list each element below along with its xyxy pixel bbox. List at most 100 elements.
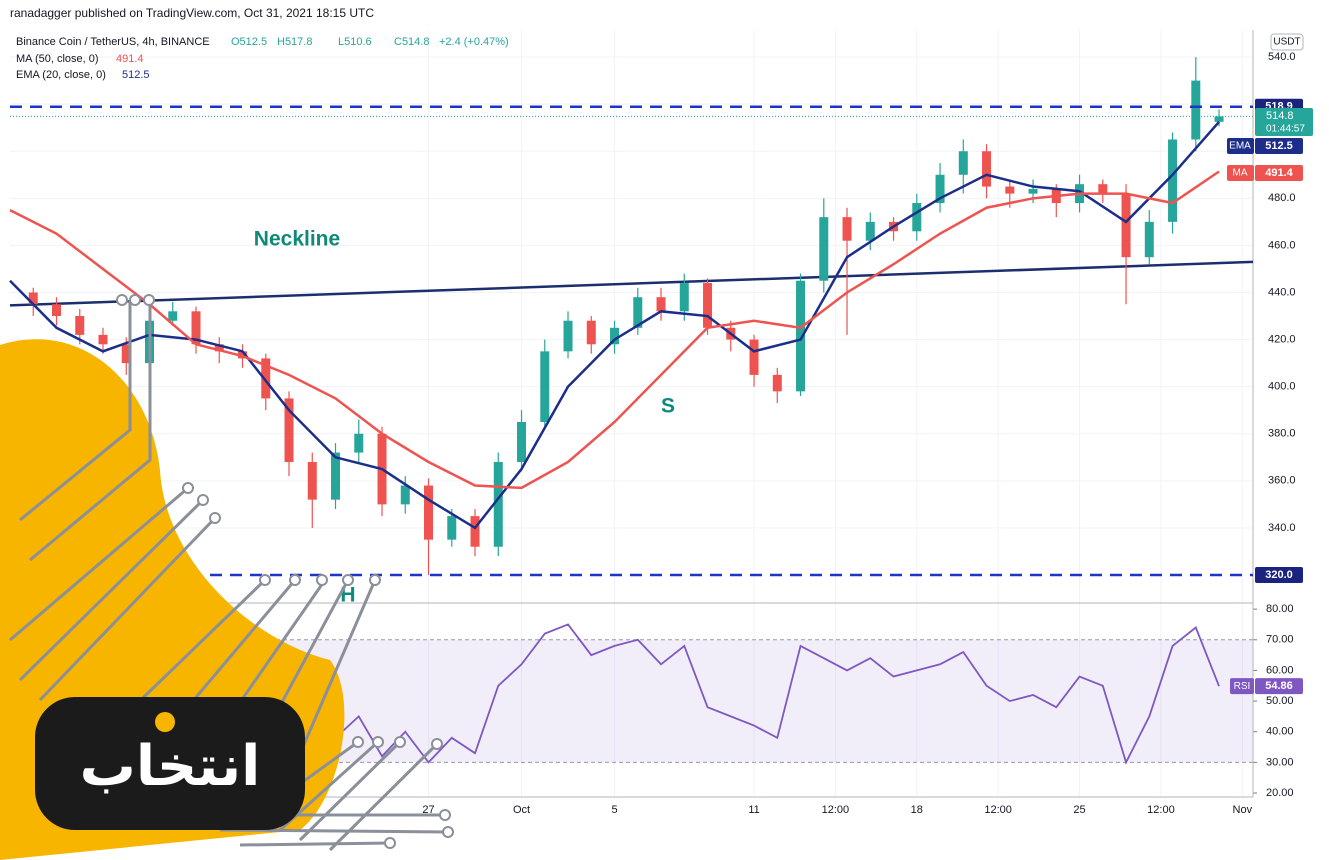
x-tick-label: Oct [513, 804, 530, 816]
candle-body [1144, 221, 1154, 258]
x-tick-label: 25 [1073, 804, 1085, 816]
y-tick-label: 360.0 [1268, 475, 1296, 487]
rsi-tick-label: 20.00 [1266, 787, 1294, 799]
candle-body [261, 358, 271, 399]
candle-body [1005, 186, 1015, 194]
rsi-tick-label: 60.00 [1266, 664, 1294, 676]
indicator-value: 491.4 [1265, 167, 1293, 179]
candle-body [98, 334, 108, 345]
candle-body [819, 217, 829, 281]
candle-body [703, 283, 713, 328]
candle-body [982, 151, 992, 187]
legend-title: Binance Coin / TetherUS, 4h, BINANCE [16, 36, 210, 48]
candle-body [354, 433, 364, 453]
candle-body [656, 297, 666, 312]
indicator-tag [1227, 165, 1254, 181]
legend-name: EMA (20, close, 0) [16, 69, 106, 81]
candle-body [493, 461, 503, 547]
rsi-value: 54.86 [1265, 680, 1293, 692]
neckline-label: Neckline [254, 228, 340, 251]
last-price-label: 514.8 [1266, 110, 1294, 122]
x-tick-label: 12:00 [822, 804, 850, 816]
level-tag [1255, 566, 1303, 583]
rsi-value-tag [1255, 678, 1303, 695]
candle-body [1098, 184, 1108, 194]
indicator-tag-label: MA [1233, 168, 1248, 179]
candle-body [540, 351, 550, 422]
y-tick-label: 460.0 [1268, 239, 1296, 251]
candle-body [1214, 116, 1224, 122]
legend-ohlc: H517.8 [277, 36, 312, 48]
candle-body [447, 516, 457, 540]
candle-body [842, 217, 852, 241]
x-tick-label: 27 [422, 804, 434, 816]
candle-body [1191, 80, 1201, 140]
legend-ohlc: L510.6 [338, 36, 372, 48]
y-tick-label: 340.0 [1268, 522, 1296, 534]
x-tick-label: Nov [1233, 804, 1253, 816]
x-tick-label: 12:00 [1147, 804, 1175, 816]
candle-body [331, 452, 341, 500]
candle-body [214, 344, 224, 352]
level-label: 320.0 [1265, 569, 1293, 581]
candle-body [28, 292, 38, 305]
candle-body [517, 421, 527, 462]
logo-nodes [116, 294, 454, 849]
candle-body [168, 311, 178, 321]
legend-ohlc: +2.4 (+0.47%) [439, 36, 509, 48]
candle-body [772, 374, 782, 392]
legend-ohlc: O512.5 [231, 36, 267, 48]
candle-body [749, 339, 759, 375]
y-tick-label: 440.0 [1268, 286, 1296, 298]
indicator-value: 512.5 [1265, 140, 1293, 152]
candle-body [912, 203, 922, 232]
legend-value: 512.5 [122, 69, 150, 81]
candle-body [400, 485, 410, 505]
candle-body [610, 327, 620, 345]
indicator-tag-label: EMA [1229, 141, 1251, 152]
candle-body [958, 151, 968, 175]
candle-body [121, 344, 131, 364]
candle-body [307, 461, 317, 500]
indicator-value-tag [1255, 138, 1303, 154]
currency-label: USDT [1273, 37, 1300, 48]
y-tick-label: 380.0 [1268, 428, 1296, 440]
rsi-tick-label: 50.00 [1266, 695, 1294, 707]
x-tick-label: 18 [911, 804, 923, 816]
indicator-line [9, 120, 1220, 530]
candle-body [424, 485, 434, 540]
candle-body [633, 297, 643, 328]
countdown: 01:44:57 [1266, 124, 1305, 135]
candle-body [935, 174, 945, 204]
candle-body [470, 516, 480, 547]
watermark-logo: انتخاب [0, 294, 454, 860]
candle-body [1028, 188, 1038, 194]
indicator-line [9, 170, 1220, 490]
rsi-tick-label: 30.00 [1266, 756, 1294, 768]
candle-body [679, 283, 689, 312]
y-tick-label: 400.0 [1268, 381, 1296, 393]
candle-body [52, 304, 62, 317]
x-tick-label: 11 [748, 804, 759, 816]
y-tick-label: 480.0 [1268, 192, 1296, 204]
candle-body [865, 221, 875, 241]
pattern-label: S [661, 395, 675, 418]
x-tick-label: 12:00 [984, 804, 1012, 816]
neckline [9, 260, 1254, 307]
rsi-tick-label: 70.00 [1266, 634, 1294, 646]
publisher-line: ranadagger published on TradingView.com,… [10, 6, 374, 20]
rsi-tick-label: 40.00 [1266, 726, 1294, 738]
last-price-tag [1255, 108, 1313, 136]
candle-body [586, 320, 596, 345]
logo-coin [155, 712, 175, 732]
y-tick-label: 420.0 [1268, 333, 1296, 345]
candle-body [796, 280, 806, 392]
logo-text: انتخاب [80, 734, 261, 799]
logo-badge [35, 697, 305, 830]
candle-body [75, 316, 85, 335]
rsi-tick-label: 80.00 [1266, 603, 1294, 615]
x-tick-label: 5 [611, 804, 617, 816]
candle-body [1121, 193, 1131, 258]
candle-body [1168, 139, 1178, 222]
